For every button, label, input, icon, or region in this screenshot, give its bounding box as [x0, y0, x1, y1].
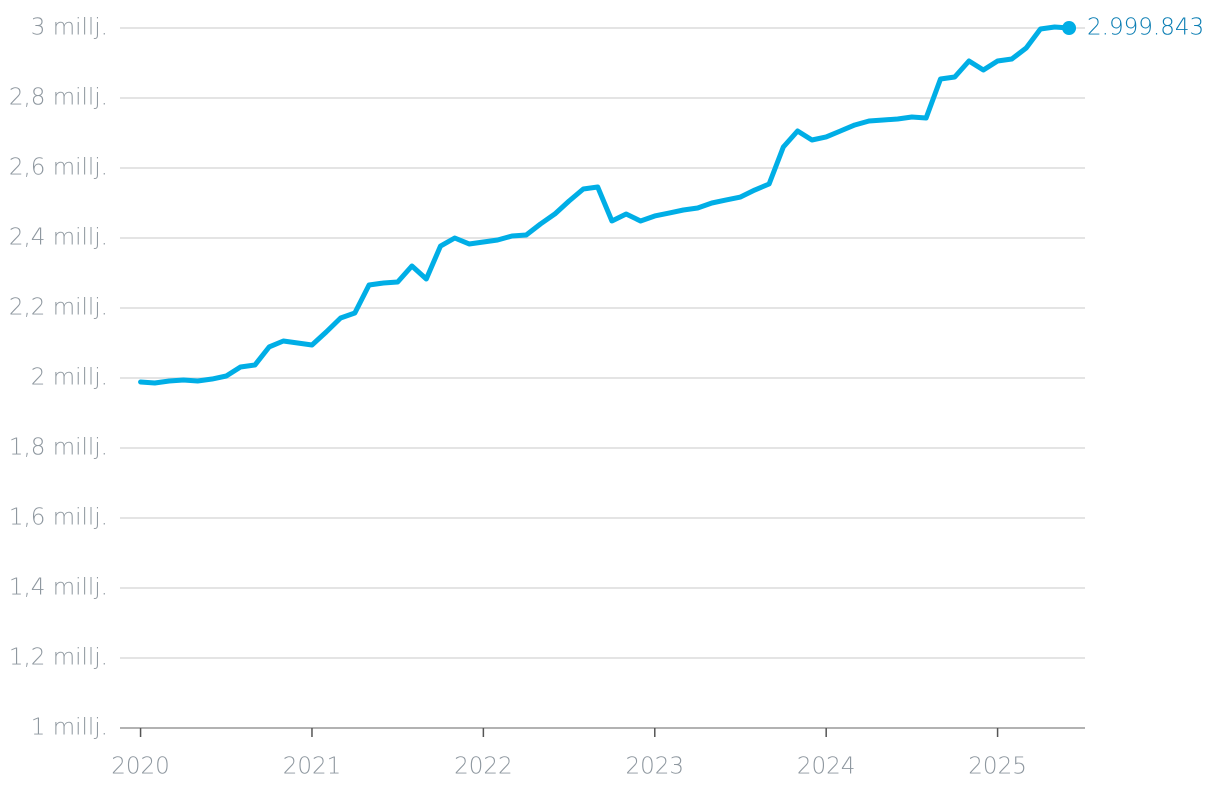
- y-tick-label: 3 millj.: [31, 15, 108, 41]
- y-tick-label: 2 millj.: [31, 365, 108, 391]
- value-label: 2.999.843: [1087, 15, 1204, 41]
- y-tick-label: 2,8 millj.: [9, 85, 108, 111]
- x-tick-label: 2023: [626, 754, 685, 780]
- line: [138, 24, 1072, 386]
- y-tick-label: 1,6 millj.: [9, 505, 108, 531]
- x-tick-label: 2021: [283, 754, 342, 780]
- y-tick-label: 2,4 millj.: [9, 225, 108, 251]
- y-tick-label: 2,2 millj.: [9, 295, 108, 321]
- x-tick-label: 2020: [111, 754, 170, 780]
- x-tick-label: 2022: [454, 754, 513, 780]
- y-tick-label: 1,8 millj.: [9, 435, 108, 461]
- y-tick-label: 1,4 millj.: [9, 575, 108, 601]
- x-tick-label: 2024: [797, 754, 856, 780]
- y-tick-label: 1 millj.: [31, 715, 108, 741]
- x-tick-label: 2025: [968, 754, 1027, 780]
- y-tick-label: 2,6 millj.: [9, 155, 108, 181]
- y-tick-label: 1,2 millj.: [9, 645, 108, 671]
- end-point: [1062, 21, 1077, 36]
